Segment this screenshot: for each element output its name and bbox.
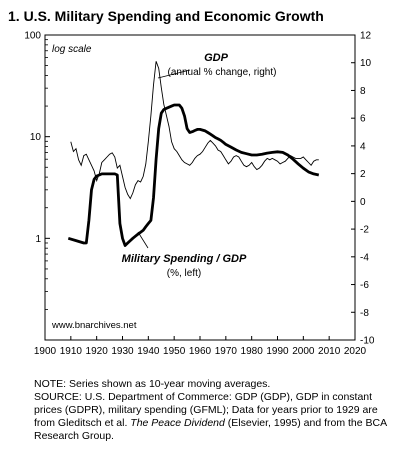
source-text-a: SOURCE: U.S. Department of Commerce: GDP… xyxy=(34,391,378,429)
military-annotation-name: Military Spending / GDP xyxy=(122,253,247,265)
source-book-title: The Peace Dividend xyxy=(130,417,225,429)
note-line: NOTE: Series shown as 10-year moving ave… xyxy=(34,378,271,390)
series-line-gdp xyxy=(70,61,319,200)
gdp-annotation-pointer xyxy=(157,69,191,79)
x-axis-tick-label: 1980 xyxy=(241,346,264,357)
right-axis-tick-label: 6 xyxy=(360,114,366,125)
x-axis-tick-label: 1970 xyxy=(215,346,238,357)
right-axis: 12 10 8 6 4 2 0 -2 -4 -6 -8 -10 xyxy=(351,31,375,347)
right-axis-tick-label: -8 xyxy=(360,308,369,319)
chart: 100 10 1 12 10 8 6 4 2 0 -2 -4 -6 -8 -10 1900 1910 1920… xyxy=(24,31,375,358)
source-note: NOTE: Series shown as 10-year moving ave… xyxy=(34,378,396,443)
left-axis-tick-label: 1 xyxy=(35,234,41,245)
left-axis: 100 10 1 xyxy=(24,31,50,310)
right-axis-tick-label: -2 xyxy=(360,225,369,236)
right-axis-tick-label: 12 xyxy=(360,31,372,42)
left-axis-tick-label: 100 xyxy=(24,31,41,42)
x-axis-tick-label: 2000 xyxy=(292,346,315,357)
military-annotation-detail: (%, left) xyxy=(167,268,201,279)
right-axis-tick-label: 2 xyxy=(360,169,366,180)
x-axis-tick-label: 1990 xyxy=(266,346,289,357)
x-axis-tick-label: 2010 xyxy=(318,346,341,357)
x-axis-tick-label: 1960 xyxy=(189,346,212,357)
right-axis-tick-label: 0 xyxy=(360,197,366,208)
source-line: SOURCE: U.S. Department of Commerce: GDP… xyxy=(34,391,396,443)
right-axis-tick-label: -10 xyxy=(360,336,375,347)
x-axis-tick-label: 1900 xyxy=(34,346,57,357)
source-text-b: (Elsevier, 1995) and from the BCA Resear… xyxy=(34,417,387,442)
right-axis-tick-label: 10 xyxy=(360,58,372,69)
x-axis-tick-label: 1950 xyxy=(163,346,186,357)
x-axis-tick-label: 1920 xyxy=(86,346,109,357)
x-axis-tick-label: 1930 xyxy=(111,346,134,357)
right-axis-tick-label: -4 xyxy=(360,252,369,263)
series-line-military-spending xyxy=(67,103,320,247)
gdp-annotation-detail: (annual % change, right) xyxy=(168,67,277,78)
x-axis-tick-label: 2020 xyxy=(344,346,367,357)
chart-title: 1. U.S. Military Spending and Economic G… xyxy=(8,8,324,24)
gdp-annotation-name: GDP xyxy=(204,52,229,64)
right-axis-tick-label: 8 xyxy=(360,86,366,97)
right-axis-tick-label: -6 xyxy=(360,280,369,291)
log-scale-note: log scale xyxy=(52,44,92,55)
x-axis-tick-label: 1910 xyxy=(60,346,83,357)
right-axis-tick-label: 4 xyxy=(360,141,366,152)
x-axis-tick-label: 1940 xyxy=(137,346,160,357)
x-axis: 1900 1910 1920 1930 1940 1950 1960 1970 1980 1990… xyxy=(34,336,367,357)
military-annotation-pointer xyxy=(137,231,149,249)
watermark: www.bnarchives.net xyxy=(51,320,137,331)
left-axis-tick-label: 10 xyxy=(30,132,42,143)
